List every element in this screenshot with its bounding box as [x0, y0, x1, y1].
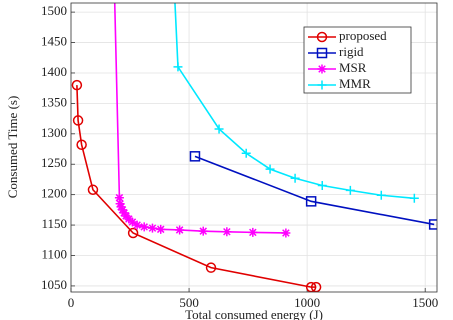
marker — [214, 124, 224, 134]
marker — [281, 228, 291, 238]
x-tick-label: 1000 — [294, 295, 320, 310]
marker — [76, 139, 87, 151]
x-tick-label: 1500 — [412, 295, 438, 310]
y-tick-label: 1100 — [41, 246, 67, 261]
marker — [409, 193, 419, 203]
marker — [248, 227, 258, 237]
marker — [173, 62, 183, 72]
marker — [317, 64, 327, 74]
y-tick-label: 1400 — [41, 64, 67, 79]
marker — [376, 190, 386, 200]
legend-label: MSR — [339, 60, 367, 75]
marker — [189, 151, 201, 162]
series-line — [174, 3, 415, 200]
marker — [156, 224, 166, 234]
marker — [115, 199, 125, 209]
marker — [117, 205, 127, 215]
marker — [87, 184, 99, 196]
marker — [72, 115, 84, 126]
x-tick-label: 0 — [68, 295, 75, 310]
legend-label: proposed — [339, 28, 387, 43]
marker — [127, 217, 137, 227]
grid — [70, 3, 437, 292]
marker — [316, 31, 328, 43]
marker — [241, 148, 251, 158]
marker — [114, 193, 124, 203]
marker — [222, 227, 232, 237]
marker — [175, 225, 185, 235]
y-tick-label: 1350 — [41, 94, 67, 109]
marker — [71, 79, 83, 91]
marker — [116, 202, 126, 212]
axes-frame — [70, 2, 438, 293]
marker — [305, 196, 317, 207]
y-tick-label: 1300 — [41, 125, 67, 140]
marker — [132, 220, 142, 230]
y-tick-label: 1450 — [41, 34, 67, 49]
plot-area — [71, 3, 437, 292]
marker — [147, 223, 157, 233]
marker — [119, 208, 129, 218]
marker — [139, 222, 149, 232]
legend-label: MMR — [339, 76, 371, 91]
y-tick-label: 1050 — [41, 277, 67, 292]
series-line — [194, 155, 435, 226]
marker — [205, 262, 217, 273]
legend-label: rigid — [339, 44, 364, 59]
marker — [317, 80, 327, 90]
marker — [127, 227, 139, 239]
x-tick-label: 500 — [179, 295, 199, 310]
y-tick-label: 1500 — [41, 3, 67, 18]
y-tick-label: 1150 — [41, 216, 67, 231]
marker — [198, 226, 208, 236]
marker — [124, 214, 134, 224]
marker — [345, 185, 355, 195]
marker — [290, 173, 300, 183]
y-axis-label: Consumed Time (s) — [5, 96, 20, 199]
y-tick-label: 1250 — [41, 155, 67, 170]
marker — [265, 164, 275, 174]
x-axis-label: Total consumed energy (J) — [185, 307, 323, 320]
marker — [316, 47, 328, 59]
marker — [428, 219, 437, 230]
marker — [317, 181, 327, 191]
y-tick-label: 1200 — [41, 186, 67, 201]
